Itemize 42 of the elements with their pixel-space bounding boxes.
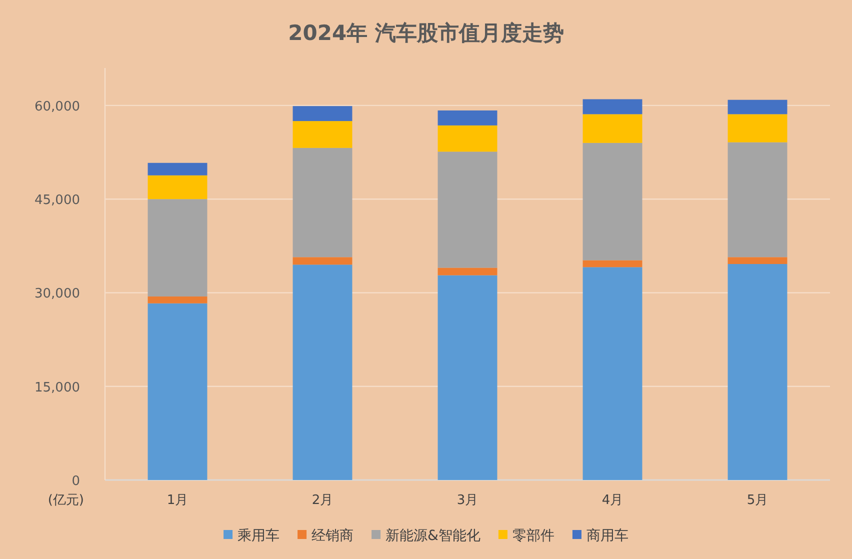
bar — [148, 303, 208, 480]
y-tick-label: 60,000 — [34, 99, 80, 114]
x-tick-label: 2月 — [312, 493, 334, 508]
ylabel: (亿元) — [48, 493, 84, 508]
bar — [728, 100, 788, 114]
bar — [292, 264, 352, 480]
legend-label: 零部件 — [512, 528, 554, 544]
bar — [582, 267, 642, 480]
y-tick-label: 0 — [72, 474, 80, 489]
bar — [728, 257, 788, 264]
legend-label: 乘用车 — [238, 528, 280, 544]
bar — [438, 152, 498, 268]
bar — [148, 199, 208, 296]
bar — [582, 99, 642, 114]
x-tick-label: 1月 — [166, 493, 188, 508]
bar — [292, 121, 352, 148]
y-tick-label: 15,000 — [34, 380, 80, 396]
bar — [582, 142, 642, 260]
x-tick-label: 4月 — [602, 493, 624, 508]
title: 2024年 汽车股市值月度走势 — [288, 21, 564, 45]
bar — [728, 264, 788, 480]
bar — [728, 142, 788, 258]
bar — [438, 268, 498, 276]
bar — [438, 125, 498, 152]
bar — [292, 257, 352, 265]
x-tick-label: 5月 — [746, 493, 768, 508]
x-tick-label: 3月 — [456, 493, 478, 508]
bar — [438, 110, 498, 126]
bar — [292, 148, 352, 258]
legend-label: 商用车 — [586, 528, 628, 544]
bar — [148, 175, 208, 200]
y-tick-label: 30,000 — [34, 286, 80, 302]
bar — [582, 114, 642, 143]
bar — [728, 114, 788, 142]
legend-label: 经销商 — [312, 528, 354, 544]
y-tick-label: 45,000 — [34, 193, 80, 208]
bar — [148, 162, 208, 176]
bar — [148, 296, 208, 304]
bar — [582, 260, 642, 268]
bar — [438, 275, 498, 480]
bar — [292, 106, 352, 122]
legend-label: 新能源&智能化 — [386, 528, 480, 544]
